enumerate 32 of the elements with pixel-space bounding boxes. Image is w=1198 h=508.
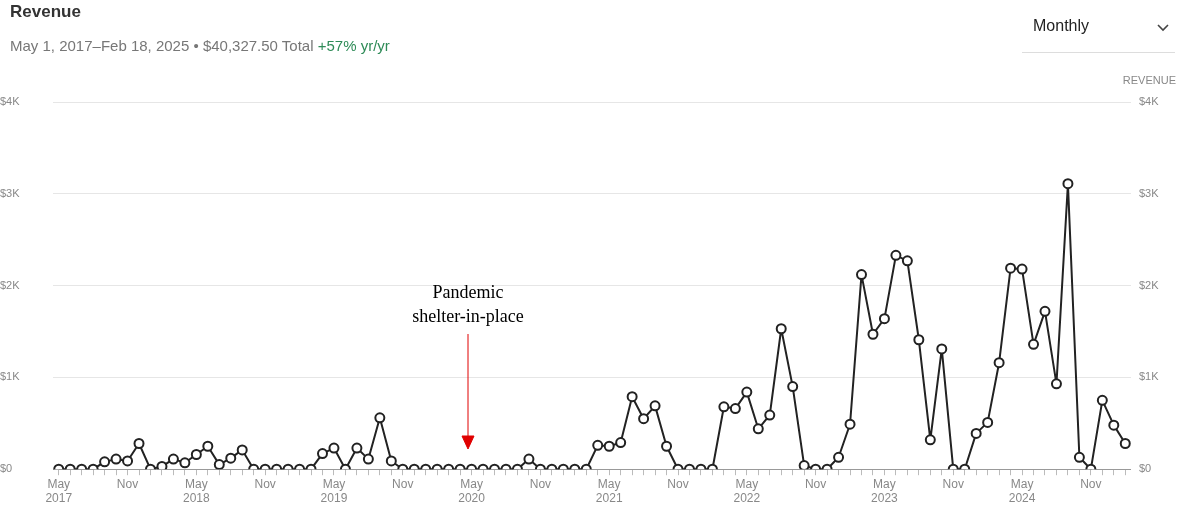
x-tick-label: May 2020 xyxy=(458,476,486,506)
y2-tick-label: $3K xyxy=(1139,186,1160,199)
y2-tick-label: $2K xyxy=(1139,278,1160,291)
x-tick-label: Nov xyxy=(1080,476,1102,491)
x-tick-label: Nov xyxy=(392,476,414,491)
chart-subtitle: May 1, 2017–Feb 18, 2025 • $40,327.50 Total xyxy=(10,37,314,54)
x-tick-label: Nov xyxy=(529,476,552,491)
y-tick-label: $0 xyxy=(0,462,13,475)
y-tick-label: $1K xyxy=(0,370,21,383)
y-tick-label: $2K xyxy=(0,278,21,291)
dropdown: Monthly xyxy=(1022,15,1175,53)
y-tick-label: $4K xyxy=(0,95,21,108)
x-tick-label: May 2018 xyxy=(183,476,211,506)
x-tick-label: May 2017 xyxy=(45,476,73,506)
x-tick-label: May 2021 xyxy=(595,476,623,506)
annotation: Pandemic shelter-in-place xyxy=(411,281,525,328)
x-tick-label: Nov xyxy=(804,476,827,491)
x-tick-label: May 2022 xyxy=(733,476,761,506)
y2-tick-label: $1K xyxy=(1139,370,1160,383)
text: +57% yr/yr xyxy=(317,37,390,54)
y2-axis-title: REVENUE xyxy=(1122,74,1176,86)
x-tick-label: Nov xyxy=(667,476,689,491)
y2-tick-label: $0 xyxy=(1139,462,1152,475)
x-tick-label: May 2019 xyxy=(320,476,348,506)
x-tick-label: Nov xyxy=(116,476,139,491)
y2-tick-label: $4K xyxy=(1139,95,1160,108)
chart-title: Revenue xyxy=(10,2,81,22)
x-tick-label: Nov xyxy=(942,476,964,491)
x-tick-label: May 2024 xyxy=(1008,476,1036,506)
x-tick-label: Nov xyxy=(254,476,276,491)
y-tick-label: $3K xyxy=(0,186,21,199)
x-tick-label: May 2023 xyxy=(871,476,899,506)
